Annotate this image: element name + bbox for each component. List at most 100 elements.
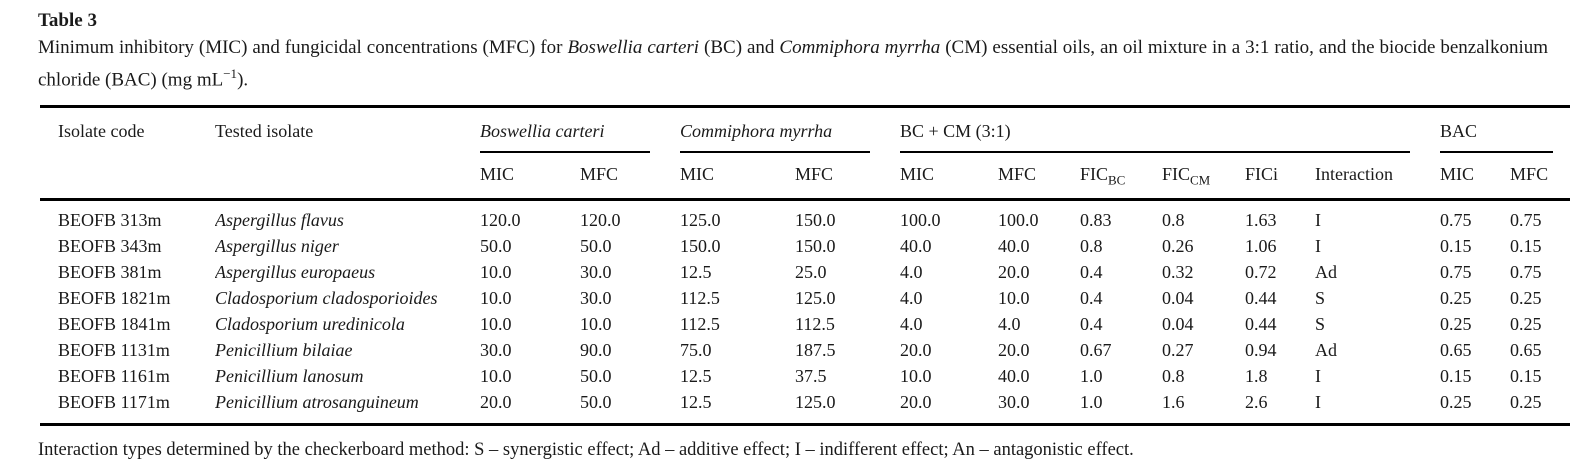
- cell-value: Ad: [1315, 262, 1337, 283]
- col-header-fic-cm: FICCM: [1162, 153, 1245, 202]
- cell-value: 20.0: [480, 392, 512, 413]
- table-caption: Minimum inhibitory (MIC) and fungicidal …: [38, 35, 1548, 92]
- col-header-cm-mfc: MFC: [795, 153, 900, 202]
- col-header-bc-mfc: MFC: [580, 153, 680, 202]
- cell-value: 112.5: [680, 288, 720, 309]
- cell-value: 90.0: [580, 340, 612, 361]
- group-label-commiphora-myrrha: Commiphora myrrha: [680, 121, 870, 154]
- caption-text-4: ).: [237, 68, 249, 90]
- group-header-bac: BAC: [1440, 107, 1570, 154]
- cell-value: 0.75: [1510, 262, 1542, 283]
- cell-tested-isolate: Cladosporium uredinicola: [215, 314, 405, 335]
- cell-value: 0.65: [1440, 340, 1472, 361]
- cell-tested-isolate: Aspergillus flavus: [215, 210, 344, 231]
- cell-value: 0.25: [1440, 392, 1472, 413]
- table-row: BEOFB 1161m Penicillium lanosum 10.0 50.…: [40, 364, 1570, 390]
- cell-isolate-code: BEOFB 343m: [58, 236, 162, 257]
- cell-value: 0.75: [1510, 210, 1542, 231]
- cell-value: 0.25: [1510, 288, 1542, 309]
- cell-value: 50.0: [480, 236, 512, 257]
- mic-mfc-table: Isolate code Tested isolate Boswellia ca…: [40, 105, 1571, 427]
- cell-value: 1.6: [1162, 392, 1185, 413]
- cell-isolate-code: BEOFB 313m: [58, 210, 162, 231]
- cell-isolate-code: BEOFB 1171m: [58, 392, 170, 413]
- cell-value: 0.04: [1162, 314, 1194, 335]
- cell-tested-isolate: Penicillium atrosanguineum: [215, 392, 419, 413]
- cell-value: 40.0: [998, 366, 1030, 387]
- col-header-bc-mic: MIC: [480, 153, 580, 202]
- cell-value: 0.32: [1162, 262, 1194, 283]
- cell-value: 112.5: [680, 314, 720, 335]
- cell-value: I: [1315, 392, 1321, 413]
- cell-value: 125.0: [795, 288, 836, 309]
- cell-value: 1.63: [1245, 210, 1277, 231]
- cell-value: 0.4: [1080, 314, 1103, 335]
- cell-tested-isolate: Cladosporium cladosporioides: [215, 288, 438, 309]
- cell-value: 0.72: [1245, 262, 1277, 283]
- cell-value: 0.67: [1080, 340, 1112, 361]
- cell-value: S: [1315, 288, 1326, 309]
- caption-text-2: (BC) and: [699, 37, 780, 58]
- cell-value: 125.0: [795, 392, 836, 413]
- cell-isolate-code: BEOFB 1161m: [58, 366, 170, 387]
- cell-value: 2.6: [1245, 392, 1268, 413]
- cell-value: Ad: [1315, 340, 1337, 361]
- cell-value: 187.5: [795, 340, 836, 361]
- cell-value: 0.75: [1440, 262, 1472, 283]
- cell-value: 0.15: [1440, 366, 1472, 387]
- cell-value: 4.0: [900, 262, 923, 283]
- cell-value: 0.8: [1162, 366, 1185, 387]
- cell-value: 10.0: [580, 314, 612, 335]
- fic-bc-base: FIC: [1080, 164, 1109, 185]
- table-row: BEOFB 1171m Penicillium atrosanguineum 2…: [40, 390, 1570, 425]
- col-header-fic-bc: FICBC: [1080, 153, 1162, 202]
- cell-value: 0.94: [1245, 340, 1277, 361]
- group-label-boswellia-carteri: Boswellia carteri: [480, 121, 650, 154]
- fic-cm-subscript: CM: [1190, 172, 1211, 188]
- table-footnote: Interaction types determined by the chec…: [38, 440, 1134, 461]
- cell-value: 10.0: [480, 262, 512, 283]
- cell-isolate-code: BEOFB 1131m: [58, 340, 170, 361]
- table-row: BEOFB 313m Aspergillus flavus 120.0 120.…: [40, 200, 1570, 234]
- cell-value: 0.25: [1510, 392, 1542, 413]
- cell-value: 30.0: [580, 262, 612, 283]
- cell-value: 20.0: [900, 392, 932, 413]
- cell-value: 100.0: [998, 210, 1039, 231]
- group-label-bc-cm-mixture: BC + CM (3:1): [900, 121, 1411, 154]
- cell-isolate-code: BEOFB 1821m: [58, 288, 171, 309]
- cell-value: 0.8: [1162, 210, 1185, 231]
- cell-value: 10.0: [480, 314, 512, 335]
- cell-tested-isolate: Aspergillus niger: [215, 236, 339, 257]
- cell-value: 0.25: [1440, 288, 1472, 309]
- cell-value: 0.15: [1440, 236, 1472, 257]
- cell-isolate-code: BEOFB 1841m: [58, 314, 171, 335]
- table-row: BEOFB 381m Aspergillus europaeus 10.0 30…: [40, 260, 1570, 286]
- cell-value: 0.75: [1440, 210, 1472, 231]
- col-header-bac-mic: MIC: [1440, 153, 1511, 202]
- caption-species-bc: Boswellia carteri: [567, 37, 700, 58]
- cell-value: 40.0: [900, 236, 932, 257]
- cell-value: S: [1315, 314, 1326, 335]
- cell-value: 30.0: [998, 392, 1030, 413]
- cell-value: 120.0: [580, 210, 621, 231]
- col-header-interaction: Interaction: [1315, 153, 1441, 202]
- group-header-bc-cm-mixture: BC + CM (3:1): [900, 107, 1440, 154]
- cell-value: 0.25: [1440, 314, 1472, 335]
- cell-value: 0.25: [1510, 314, 1542, 335]
- cell-value: 150.0: [795, 236, 836, 257]
- cell-value: 30.0: [480, 340, 512, 361]
- cell-value: 0.4: [1080, 288, 1103, 309]
- col-header-fici: FICi: [1245, 153, 1315, 202]
- cell-tested-isolate: Penicillium lanosum: [215, 366, 364, 387]
- cell-value: I: [1315, 236, 1321, 257]
- col-header-tested-isolate: Tested isolate: [215, 106, 480, 202]
- caption-species-cm: Commiphora myrrha: [779, 37, 941, 58]
- group-header-boswellia-carteri: Boswellia carteri: [480, 107, 680, 154]
- cell-tested-isolate: Penicillium bilaiae: [215, 340, 353, 361]
- cell-value: 0.26: [1162, 236, 1194, 257]
- cell-value: 20.0: [998, 262, 1030, 283]
- caption-text-3: (CM) essential oils, an oil mixture in a…: [38, 37, 1549, 90]
- cell-value: 1.0: [1080, 392, 1103, 413]
- cell-value: 50.0: [580, 392, 612, 413]
